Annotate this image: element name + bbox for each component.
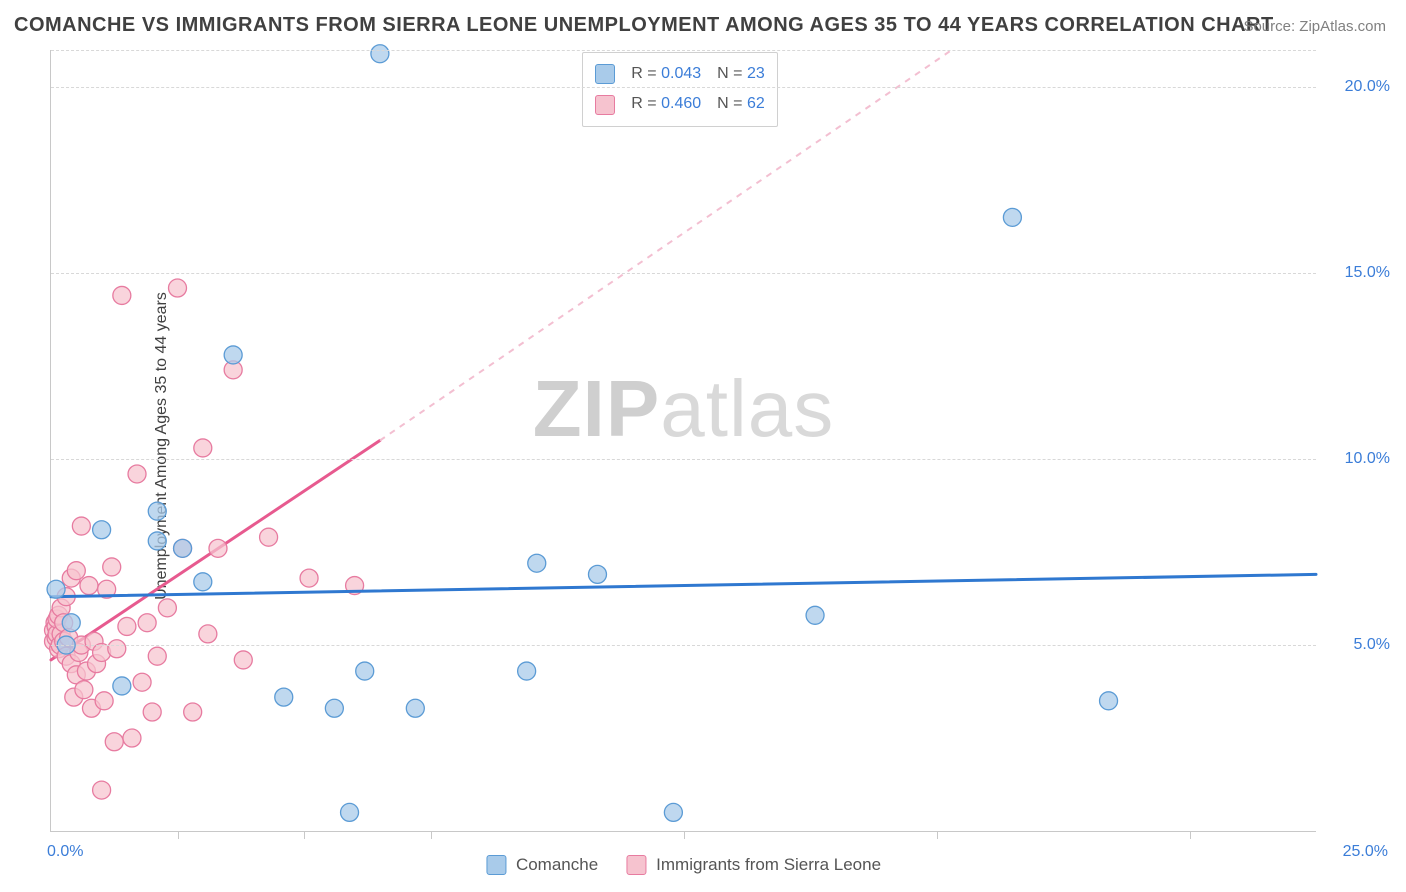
x-tick: [1190, 831, 1191, 839]
gridline: [51, 87, 1316, 88]
gridline: [51, 459, 1316, 460]
correlation-legend: R = 0.043 N = 23 R = 0.460 N = 62: [582, 52, 777, 127]
chart-plot-area: ZIPatlas R = 0.043 N = 23 R = 0.460 N = …: [50, 50, 1316, 832]
x-origin-label: 0.0%: [47, 843, 83, 861]
legend-item-pink: Immigrants from Sierra Leone: [626, 855, 881, 875]
legend-row-blue: R = 0.043 N = 23: [595, 59, 764, 89]
x-max-label: 25.0%: [1343, 843, 1388, 861]
gridline: [51, 273, 1316, 274]
legend-label-pink: Immigrants from Sierra Leone: [656, 855, 881, 875]
legend-item-blue: Comanche: [486, 855, 598, 875]
x-tick: [684, 831, 685, 839]
source-attribution: Source: ZipAtlas.com: [1243, 18, 1386, 35]
series-legend: Comanche Immigrants from Sierra Leone: [486, 855, 881, 875]
swatch-pink: [595, 95, 615, 115]
legend-label-blue: Comanche: [516, 855, 598, 875]
x-tick: [937, 831, 938, 839]
y-tick-label: 10.0%: [1345, 450, 1390, 468]
legend-row-pink: R = 0.460 N = 62: [595, 89, 764, 119]
scatter-svg: [51, 50, 1316, 831]
swatch-blue: [595, 64, 615, 84]
x-tick: [304, 831, 305, 839]
swatch-blue-icon: [486, 855, 506, 875]
y-tick-label: 5.0%: [1354, 636, 1390, 654]
chart-title: COMANCHE VS IMMIGRANTS FROM SIERRA LEONE…: [14, 14, 1274, 37]
x-tick: [178, 831, 179, 839]
x-tick: [431, 831, 432, 839]
y-tick-label: 20.0%: [1345, 78, 1390, 96]
swatch-pink-icon: [626, 855, 646, 875]
y-tick-label: 15.0%: [1345, 264, 1390, 282]
gridline: [51, 645, 1316, 646]
